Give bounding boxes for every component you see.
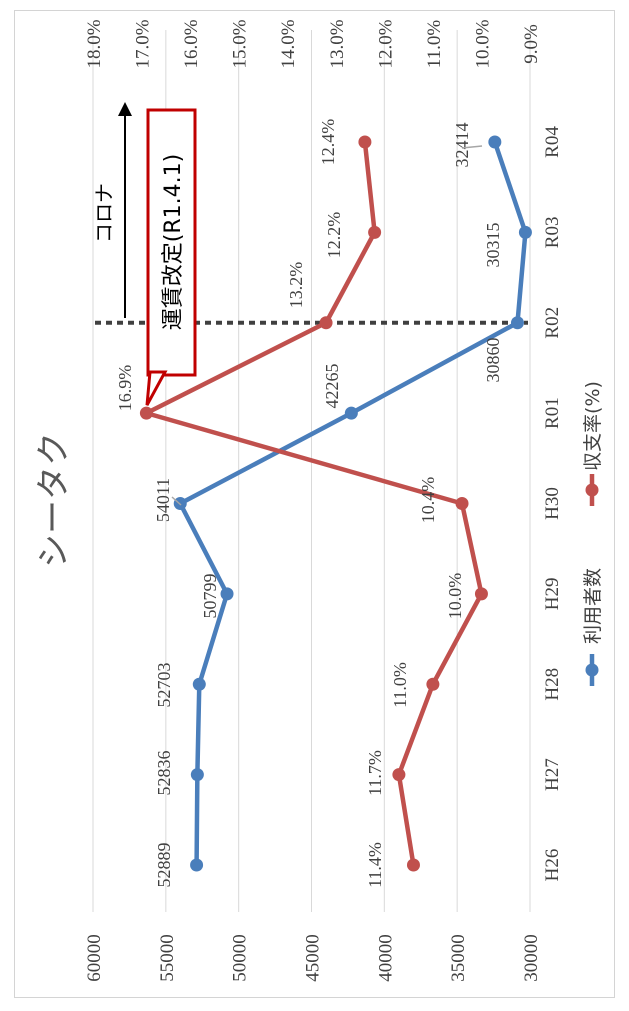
category-tick-label: R02 — [542, 307, 563, 339]
data-point — [426, 677, 440, 691]
data-label: 10.4% — [418, 477, 438, 524]
right-axis-tick-label: 12.0% — [375, 19, 396, 68]
data-label: 13.2% — [286, 262, 306, 309]
covid-arrow-head — [118, 102, 132, 116]
legend-swatch-marker — [585, 663, 599, 677]
data-point — [190, 768, 204, 782]
data-point — [344, 406, 358, 420]
left-axis-tick-label: 50000 — [230, 934, 251, 982]
data-point — [190, 858, 204, 872]
left-axis-tick-label: 45000 — [303, 934, 324, 982]
data-point — [474, 587, 488, 601]
category-tick-label: H29 — [542, 578, 563, 611]
left-axis-tick-label: 55000 — [157, 934, 178, 982]
data-point — [488, 135, 502, 149]
left-axis-tick-label: 35000 — [448, 934, 469, 982]
data-label: 30315 — [483, 223, 503, 268]
category-tick-label: H27 — [542, 758, 563, 791]
category-tick-label: R01 — [542, 397, 563, 429]
right-axis-tick-label: 16.0% — [181, 19, 202, 68]
data-point — [358, 135, 372, 149]
right-axis-tick-label: 11.0% — [424, 20, 445, 69]
right-axis-tick-label: 9.0% — [521, 24, 542, 64]
data-point — [368, 225, 382, 239]
category-tick-label: R03 — [542, 217, 563, 249]
data-point — [455, 497, 469, 510]
right-axis-tick-label: 14.0% — [278, 19, 299, 68]
data-point — [139, 406, 153, 420]
data-point — [192, 677, 206, 691]
legend-label: 収支率(%) — [582, 381, 604, 471]
legend-swatch-marker — [585, 483, 599, 497]
category-axis-ticks: H26 H27 H28 H29 H30 R01 R02 R03 R04 — [542, 126, 563, 882]
data-point — [510, 316, 524, 330]
data-point — [518, 225, 532, 239]
label-leader-line — [171, 496, 182, 506]
category-tick-label: H28 — [542, 668, 563, 701]
category-tick-label: H30 — [542, 487, 563, 520]
chart-frame — [14, 10, 615, 998]
callout-text: 運賃改定(R1.4.1) — [161, 154, 186, 330]
legend: 利用者数 収支率(%) — [582, 381, 604, 686]
right-axis-tick-label: 18.0% — [84, 19, 105, 68]
right-axis-tick-label: 13.0% — [327, 19, 348, 68]
category-tick-label: R04 — [542, 126, 563, 158]
data-label: 52889 — [154, 843, 174, 888]
data-label: 11.7% — [365, 750, 385, 796]
legend-label: 利用者数 — [582, 568, 604, 644]
data-label: 30860 — [483, 338, 503, 383]
data-label: 52703 — [154, 663, 174, 708]
data-label: 32414 — [452, 123, 472, 168]
right-axis-ticks: 18.0% 17.0% 16.0% 15.0% 14.0% 13.0% 12.0% 11.0%… — [84, 19, 542, 68]
left-axis-ticks: 60000 55000 50000 45000 40000 35000 30000 — [84, 934, 542, 982]
data-label: 12.2% — [324, 212, 344, 259]
callout-box — [146, 108, 197, 377]
category-tick-label: H26 — [542, 849, 563, 882]
callout-pointer — [145, 370, 168, 406]
series-line — [177, 141, 528, 866]
annotation-layer: 運賃改定(R1.4.1) コロナ — [92, 102, 197, 406]
left-axis-tick-label: 40000 — [375, 934, 396, 982]
data-label: 11.0% — [390, 662, 410, 708]
data-label: 54011 — [153, 478, 173, 522]
left-axis-tick-label: 30000 — [521, 934, 542, 982]
data-label: 12.4% — [318, 119, 338, 166]
data-label: 11.4% — [365, 842, 385, 888]
data-label: 16.9% — [115, 365, 135, 412]
data-label: 52836 — [154, 751, 174, 796]
data-point — [406, 858, 420, 872]
left-axis-tick-label: 60000 — [84, 934, 105, 982]
data-label: 50799 — [200, 574, 220, 619]
data-point — [319, 316, 333, 330]
right-axis-tick-label: 17.0% — [133, 19, 154, 68]
right-axis-tick-label: 10.0% — [472, 19, 493, 68]
label-leader-line — [461, 145, 483, 149]
data-point — [220, 587, 234, 601]
data-point — [392, 768, 406, 782]
data-label: 10.0% — [445, 573, 465, 620]
data-label-layer: 52889 52836 52703 50799 54011 42265 30860 30315… — [115, 119, 503, 888]
covid-label: コロナ — [92, 183, 116, 243]
data-label: 42265 — [322, 364, 342, 409]
right-axis-tick-label: 15.0% — [230, 19, 251, 68]
chart-title: シータク — [34, 432, 74, 568]
